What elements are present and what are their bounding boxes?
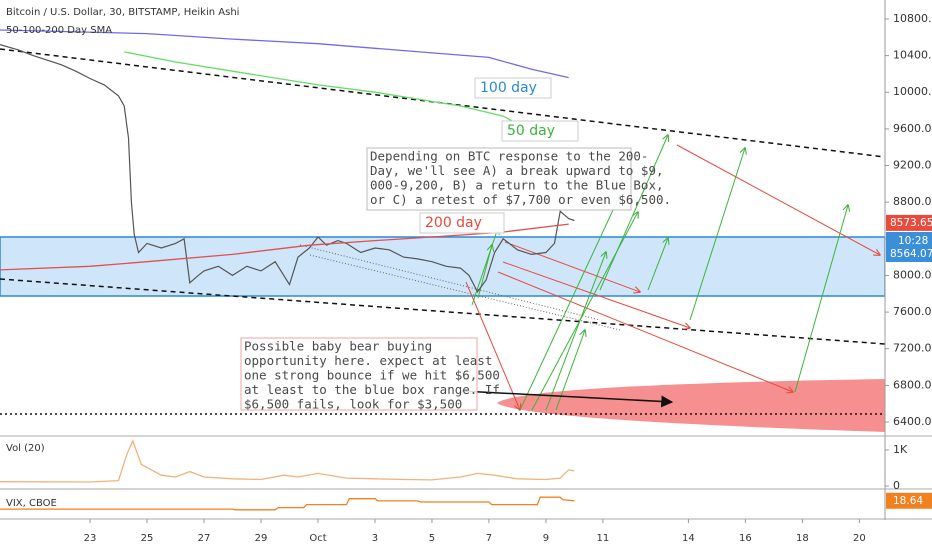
axis-bg [885,0,932,550]
y-tick-label: 6800.00 [893,378,932,391]
annotation-text: one strong bounce if we hit $6,500 [244,368,500,383]
y-tick-label: 9200.00 [893,159,932,172]
price-label: 18.64 [893,495,923,507]
series-label-box [474,77,552,99]
series-line [0,439,575,483]
x-tick-label: 3 [372,533,378,544]
pane-title: Vol (20) [6,443,45,454]
series-label: 50 day [507,123,555,139]
blue-box [0,236,886,297]
series-label-box [419,212,505,234]
series-label: 100 day [480,80,537,96]
x-tick-label: 25 [141,533,154,544]
x-tick-label: Oct [309,533,326,544]
price-label: 8564.07 [890,248,932,260]
annotation-text: Depending on BTC response to the 200- [370,149,648,164]
series-line [0,223,569,271]
annotation-text: or C) a retest of $7,700 or even $6,500. [370,192,671,207]
annotation-text: at least to the blue box range. If [244,382,500,397]
series-line [0,496,575,511]
x-tick-label: 9 [543,533,549,544]
y-tick-label: 1K [893,443,908,456]
y-tick-label: 10000.00 [893,85,932,98]
black-arrow [461,390,674,408]
y-tick-label: 6400.00 [893,415,932,428]
x-tick-label: 18 [796,533,809,544]
y-tick-label: 8000.00 [893,268,932,281]
trend-line [0,278,886,345]
chart-title: Bitcoin / U.S. Dollar, 30, BITSTAMP, Hei… [6,7,239,18]
annotation-text: Day, we'll see A) a break upward to $9, [370,163,664,178]
x-tick-label: 20 [853,533,866,544]
annotation-text: $6,500 fails, look for $3,500 [244,397,462,412]
x-tick-label: 27 [198,533,211,544]
x-tick-label: 23 [84,533,97,544]
x-tick-label: 16 [739,533,752,544]
price-label-bg [886,492,932,509]
green-arrows [471,135,848,411]
red-arrows [465,144,880,410]
countdown: 10:28 [898,235,928,247]
price-label-bg [886,232,932,262]
series-label: 200 day [425,215,482,231]
trend-line [299,244,601,321]
trend-line [309,254,621,331]
annotation-text: 000-9,200, B) a return to the Blue Box, [370,178,664,193]
x-tick-label: 7 [486,533,492,544]
y-tick-label: 8800.00 [893,195,932,208]
annotation-text: Possible baby bear buying [244,339,432,354]
x-tick-label: 5 [429,533,435,544]
price-label: 8573.65 [890,217,932,229]
y-tick-label: 0 [893,479,900,492]
price-label-bg [886,214,932,231]
x-tick-label: 29 [255,533,268,544]
series-line [0,44,575,294]
pane-title: VIX, CBOE [6,498,57,509]
series-label-box [501,120,579,142]
y-tick-label: 10400.00 [893,49,932,62]
annotation-box [240,337,478,411]
y-tick-label: 9600.00 [893,122,932,135]
chart-subtitle: 50-100-200 Day SMA [6,25,112,36]
x-tick-label: 11 [597,533,610,544]
x-tick-label: 14 [682,533,695,544]
annotation-text: opportunity here. expect at least [244,353,492,368]
y-tick-label: 10800.00 [893,12,932,25]
annotation-box [366,147,632,211]
series-line [0,29,569,79]
y-tick-label: 7200.00 [893,342,932,355]
y-tick-label: 7600.00 [893,305,932,318]
